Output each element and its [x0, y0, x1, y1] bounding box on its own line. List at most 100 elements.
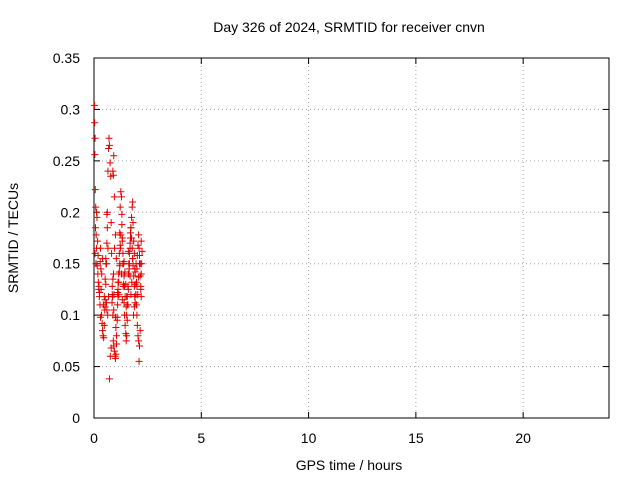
data-point-marker: [108, 249, 116, 257]
data-point-marker: [133, 265, 141, 273]
data-point-marker: [123, 311, 131, 319]
data-point-marker: [135, 337, 143, 345]
data-point-marker: [91, 186, 99, 194]
data-point-marker: [105, 375, 113, 383]
data-point-marker: [110, 193, 118, 201]
data-point-marker: [136, 260, 144, 268]
data-point-marker: [133, 321, 141, 329]
x-axis-label: GPS time / hours: [296, 457, 403, 473]
data-point-marker: [98, 311, 106, 319]
data-point-marker: [133, 282, 141, 290]
data-point-marker: [135, 273, 143, 281]
data-point-marker: [135, 231, 143, 239]
data-point-marker: [135, 244, 143, 252]
data-point-marker: [118, 210, 126, 218]
x-tick-label: 15: [408, 430, 424, 446]
data-point-marker: [100, 334, 108, 342]
data-point-marker: [94, 278, 102, 286]
data-point-marker: [131, 299, 139, 307]
y-axis-label: SRMTID / TECUs: [5, 183, 21, 293]
data-point-marker: [126, 272, 134, 280]
grid-lines: [94, 58, 609, 418]
data-points: [90, 101, 146, 383]
data-point-marker: [120, 258, 128, 266]
y-tick-label: 0: [72, 410, 80, 426]
data-point-marker: [113, 332, 121, 340]
data-point-marker: [101, 275, 109, 283]
data-point-marker: [114, 278, 122, 286]
data-point-marker: [112, 350, 120, 358]
data-point-marker: [110, 152, 118, 160]
data-point-marker: [106, 159, 114, 167]
data-point-marker: [122, 280, 130, 288]
data-point-marker: [117, 193, 125, 201]
data-point-marker: [128, 278, 136, 286]
data-point-marker: [117, 188, 125, 196]
data-point-marker: [127, 224, 135, 232]
data-point-marker: [91, 134, 99, 142]
data-point-marker: [96, 289, 104, 297]
data-point-marker: [103, 239, 111, 247]
data-point-marker: [109, 275, 117, 283]
data-point-marker: [134, 241, 142, 249]
data-point-marker: [111, 231, 119, 239]
x-tick-label: 20: [515, 430, 531, 446]
data-point-marker: [134, 291, 142, 299]
data-point-marker: [128, 213, 136, 221]
data-point-marker: [135, 251, 143, 259]
data-point-marker: [117, 244, 125, 252]
axis-ticks: [93, 57, 609, 419]
data-point-marker: [128, 244, 136, 252]
data-point-marker: [110, 347, 118, 355]
data-point-marker: [127, 291, 135, 299]
data-point-marker: [94, 237, 102, 245]
data-point-marker: [121, 268, 129, 276]
data-point-marker: [115, 291, 123, 299]
y-tick-label: 0.35: [53, 50, 80, 66]
data-point-marker: [113, 340, 121, 348]
data-point-marker: [135, 342, 143, 350]
data-point-marker: [91, 151, 99, 159]
data-point-marker: [119, 249, 127, 257]
data-point-marker: [97, 285, 105, 293]
data-point-marker: [105, 134, 113, 142]
data-point-marker: [130, 303, 138, 311]
data-point-marker: [124, 247, 132, 255]
data-point-marker: [112, 323, 120, 331]
data-point-marker: [129, 198, 137, 206]
data-point-marker: [92, 224, 100, 232]
data-point-marker: [108, 299, 116, 307]
data-point-marker: [116, 262, 124, 270]
data-point-marker: [92, 231, 100, 239]
data-point-marker: [123, 316, 131, 324]
data-point-marker: [94, 251, 102, 259]
data-point-marker: [138, 247, 146, 255]
data-point-marker: [118, 221, 126, 229]
data-point-marker: [109, 171, 117, 179]
x-tick-label: 0: [90, 430, 98, 446]
data-point-marker: [93, 213, 101, 221]
data-point-marker: [126, 239, 134, 247]
data-point-marker: [105, 293, 113, 301]
data-point-marker: [101, 303, 109, 311]
data-point-marker: [92, 203, 100, 211]
data-point-marker: [131, 268, 139, 276]
data-point-marker: [135, 357, 143, 365]
data-point-marker: [98, 270, 106, 278]
data-point-marker: [129, 219, 137, 227]
data-point-marker: [102, 280, 110, 288]
data-point-marker: [99, 255, 107, 263]
data-point-marker: [112, 255, 120, 263]
data-point-marker: [104, 244, 112, 252]
data-point-marker: [93, 262, 101, 270]
data-point-marker: [104, 311, 112, 319]
data-point-marker: [129, 255, 137, 263]
data-point-marker: [106, 352, 114, 360]
x-tick-labels: 0 5 10 15 20: [90, 430, 531, 446]
chart-title: Day 326 of 2024, SRMTID for receiver cnv…: [213, 19, 485, 35]
data-point-marker: [90, 101, 98, 109]
data-point-marker: [113, 313, 121, 321]
data-point-marker: [101, 296, 109, 304]
y-tick-label: 0.3: [61, 101, 81, 117]
